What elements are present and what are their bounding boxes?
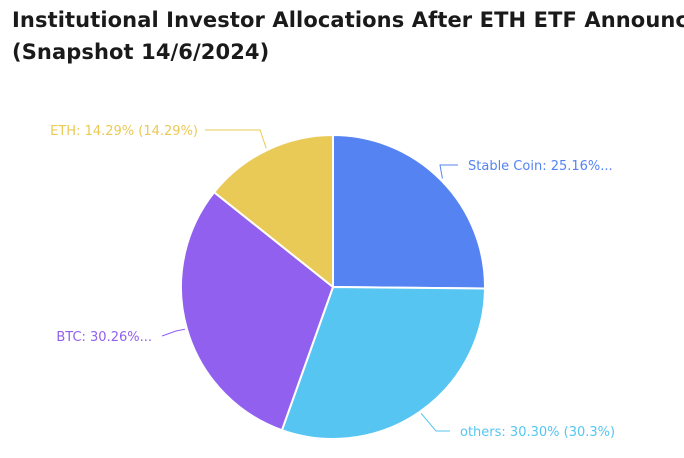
slice-label-others: others: 30.30% (30.3%) — [460, 425, 615, 440]
slice-label-stable-coin: Stable Coin: 25.16%... — [468, 159, 613, 174]
pie-slice-others[interactable] — [280, 286, 486, 440]
leader-line-others — [420, 412, 450, 432]
chart-title-line-1: Institutional Investor Allocations After… — [12, 8, 684, 32]
slice-label-btc: BTC: 30.26%... — [56, 330, 152, 345]
pie-slice-stable-coin[interactable] — [332, 134, 486, 290]
pie-slice-btc[interactable] — [180, 191, 334, 432]
chart-title: Institutional Investor Allocations After… — [12, 4, 684, 68]
leader-line-stable-coin — [439, 164, 458, 179]
pie-slice-eth[interactable] — [213, 134, 334, 288]
leader-line-btc — [161, 328, 185, 337]
leader-line-eth — [205, 129, 267, 149]
slice-labels: Stable Coin: 25.16%... others: 30.30% (30… — [50, 124, 615, 440]
pie-slices — [180, 134, 486, 440]
chart-title-line-2: (Snapshot 14/6/2024) — [12, 40, 270, 64]
label-leader-lines — [161, 129, 458, 432]
slice-label-eth: ETH: 14.29% (14.29%) — [50, 124, 198, 139]
